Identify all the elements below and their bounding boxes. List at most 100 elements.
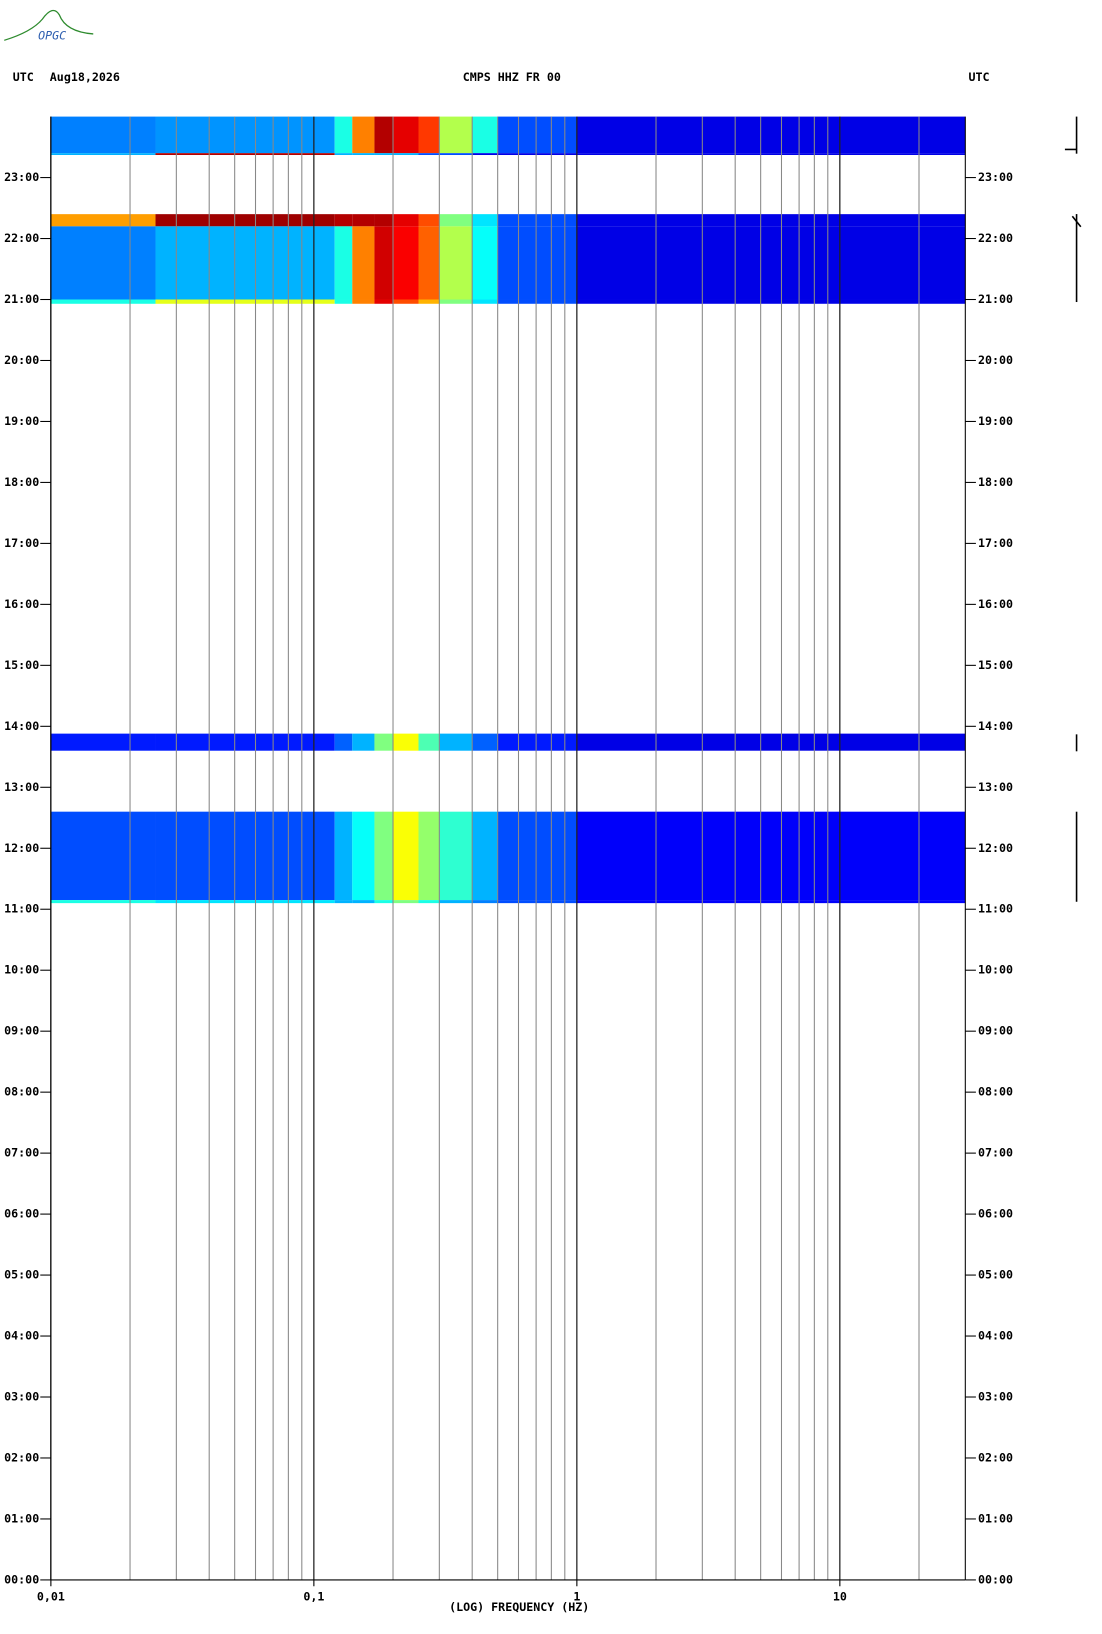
logo-mark <box>4 9 94 41</box>
spectrogram-cell <box>155 811 335 901</box>
spectrogram-cell <box>497 811 577 901</box>
y-tick-label: 22:00 <box>4 231 39 245</box>
y-tick-label: 09:00 <box>4 1024 39 1038</box>
spectrogram-cell <box>497 214 577 227</box>
spectrogram-cell <box>418 900 440 904</box>
spectrogram-cell <box>393 214 419 227</box>
spectrogram-cell <box>472 299 498 304</box>
y-tick-label: 01:00 <box>4 1511 39 1525</box>
spectrogram-cell <box>374 116 394 154</box>
left-label: UTC <box>13 70 34 84</box>
spectrogram-cell <box>393 900 419 904</box>
spectrogram-cell <box>155 299 335 304</box>
y-tick-label: 14:00 <box>978 719 1013 733</box>
spectrogram-cell <box>418 733 440 751</box>
y-tick-label: 02:00 <box>978 1450 1013 1464</box>
y-tick-label: 01:00 <box>978 1511 1013 1525</box>
spectrogram-cell <box>497 299 577 304</box>
spectrogram-cell <box>352 226 375 300</box>
spectrogram-cell <box>472 153 498 156</box>
spectrogram-cell <box>393 153 419 156</box>
spectrogram-cell <box>334 900 353 904</box>
spectrogram-cell <box>334 299 353 304</box>
y-tick-label: 07:00 <box>978 1146 1013 1160</box>
spectrogram-cell <box>439 900 473 904</box>
spectrogram-cell <box>472 733 498 751</box>
spectrogram-cell <box>418 116 440 154</box>
x-tick-label: 10 <box>833 1589 847 1603</box>
spectrogram-cell <box>155 226 335 300</box>
spectrogram-cell <box>472 214 498 227</box>
y-tick-label: 08:00 <box>978 1085 1013 1099</box>
spectrogram-cell <box>439 226 473 300</box>
spectrogram-cell <box>576 214 966 227</box>
spectrogram-cell <box>497 153 577 156</box>
y-tick-label: 11:00 <box>4 902 39 916</box>
spectrogram-cell <box>352 733 375 751</box>
y-tick-label: 16:00 <box>978 597 1013 611</box>
traces <box>1064 116 1082 902</box>
spectrogram-cell <box>393 733 419 751</box>
spectrogram-cell <box>576 733 966 751</box>
x-tick-label: 0,01 <box>37 1589 65 1603</box>
logo: OPGC <box>38 29 66 43</box>
spectrogram-cell <box>155 733 335 751</box>
y-tick-label: 14:00 <box>4 719 39 733</box>
spectrogram-cell <box>472 811 498 901</box>
spectrogram-cell <box>334 153 353 156</box>
spectrogram-cell <box>393 116 419 154</box>
y-tick-label: 21:00 <box>978 292 1013 306</box>
spectrogram-cell <box>576 299 966 304</box>
y-tick-label: 19:00 <box>4 414 39 428</box>
spectrogram-cell <box>374 153 394 156</box>
spectrogram-cell <box>334 214 353 227</box>
chart-title: CMPS HHZ FR 00 <box>463 70 561 84</box>
spectrogram-cell <box>418 153 440 156</box>
y-tick-label: 23:00 <box>4 170 39 184</box>
spectrogram-cell <box>50 733 156 751</box>
y-tick-label: 09:00 <box>978 1024 1013 1038</box>
y-tick-label: 10:00 <box>4 963 39 977</box>
spectrogram-cell <box>439 153 473 156</box>
y-tick-label: 00:00 <box>978 1572 1013 1586</box>
spectrogram-cell <box>439 299 473 304</box>
spectrogram-cell <box>576 226 966 300</box>
spectrogram-cell <box>374 226 394 300</box>
y-tick-label: 17:00 <box>978 536 1013 550</box>
y-tick-label: 13:00 <box>4 780 39 794</box>
spectrogram-cell <box>352 153 375 156</box>
y-tick-label: 08:00 <box>4 1085 39 1099</box>
y-tick-label: 22:00 <box>978 231 1013 245</box>
y-tick-label: 18:00 <box>4 475 39 489</box>
spectrogram-cell <box>50 214 156 227</box>
y-tick-label: 21:00 <box>4 292 39 306</box>
spectrogram-cell <box>439 811 473 901</box>
spectrogram-cell <box>497 116 577 154</box>
y-tick-label: 20:00 <box>978 353 1013 367</box>
y-tick-label: 05:00 <box>978 1268 1013 1282</box>
spectrogram-cell <box>352 900 375 904</box>
spectrogram-cell <box>439 733 473 751</box>
spectrogram-cell <box>374 299 394 304</box>
y-tick-label: 11:00 <box>978 902 1013 916</box>
spectrogram-cell <box>352 299 375 304</box>
spectrogram-cell <box>576 153 966 156</box>
spectrogram-cell <box>393 299 419 304</box>
y-tick-label: 23:00 <box>978 170 1013 184</box>
spectrogram-cell <box>576 811 966 901</box>
y-tick-label: 15:00 <box>978 658 1013 672</box>
spectrogram-cell <box>576 900 966 904</box>
spectrogram-cell <box>393 811 419 901</box>
spectrogram-cell <box>374 900 394 904</box>
y-tick-label: 06:00 <box>4 1207 39 1221</box>
x-tick-label: 0,1 <box>303 1589 324 1603</box>
spectrogram-cell <box>393 226 419 300</box>
right-label: UTC <box>968 70 989 84</box>
spectrogram-cell <box>352 214 375 227</box>
y-tick-label: 19:00 <box>978 414 1013 428</box>
y-tick-label: 17:00 <box>4 536 39 550</box>
spectrogram-cell <box>50 153 156 156</box>
spectrogram-cell <box>374 214 394 227</box>
y-tick-label: 18:00 <box>978 475 1013 489</box>
